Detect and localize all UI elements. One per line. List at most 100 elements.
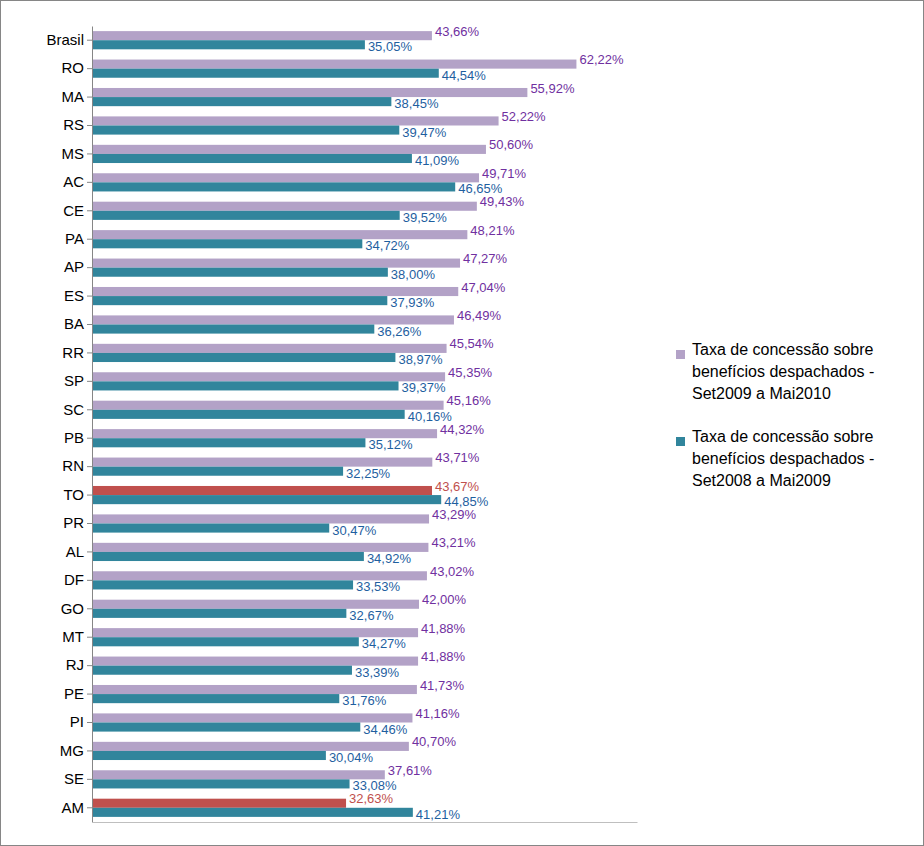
axis-line: [92, 27, 93, 823]
legend-swatch: [676, 437, 685, 446]
bar: [92, 410, 405, 419]
data-label: 41,09%: [415, 153, 460, 168]
bar: [92, 467, 343, 476]
tick-mark: [87, 40, 92, 41]
bar: [92, 230, 467, 239]
series: [92, 31, 576, 808]
bar: [92, 344, 447, 353]
legend: Taxa de concessão sobrebenefícios despac…: [676, 341, 874, 489]
tick-mark: [87, 381, 92, 382]
tick: MT: [62, 628, 92, 645]
data-label: 32,25%: [346, 466, 391, 481]
tick-mark: [87, 580, 92, 581]
data-label: 50,60%: [489, 137, 534, 152]
data-label: 35,05%: [368, 39, 413, 54]
data-label: 45,54%: [450, 336, 495, 351]
tick-label: CE: [63, 202, 84, 219]
data-label: 38,45%: [394, 96, 439, 111]
tick: AM: [62, 799, 93, 816]
data-label: 43,66%: [435, 24, 480, 39]
tick-mark: [87, 153, 92, 154]
data-label: 46,65%: [458, 181, 503, 196]
data-label: 31,76%: [342, 693, 387, 708]
axis-line: [93, 822, 638, 823]
data-label: 41,88%: [421, 649, 466, 664]
legend-item: Taxa de concessão sobrebenefícios despac…: [676, 428, 874, 489]
tick-label: SE: [64, 770, 84, 787]
tick-mark: [87, 750, 92, 751]
tick-label: AP: [64, 258, 84, 275]
tick-label: PB: [64, 429, 84, 446]
data-label: 41,73%: [420, 678, 465, 693]
tick-mark: [87, 68, 92, 69]
bar: [92, 799, 346, 808]
bar: [92, 486, 432, 495]
data-label: 47,27%: [463, 251, 508, 266]
tick-label: PE: [64, 685, 84, 702]
tick: MA: [62, 88, 93, 105]
bar: [92, 154, 412, 163]
data-label: 44,32%: [440, 422, 485, 437]
data-label: 37,61%: [388, 763, 433, 778]
tick-label: DF: [64, 571, 84, 588]
data-label: 39,37%: [402, 380, 447, 395]
bar: [92, 239, 362, 248]
bar: [92, 514, 429, 523]
tick: AP: [64, 258, 92, 275]
tick: DF: [64, 571, 92, 588]
data-label: 33,08%: [353, 778, 398, 793]
tick-mark: [87, 97, 92, 98]
tick: RO: [62, 59, 93, 76]
bar: [92, 751, 326, 760]
bar: [92, 372, 445, 381]
tick-mark: [87, 523, 92, 524]
tick-label: AM: [62, 799, 85, 816]
tick: RS: [63, 116, 92, 133]
chart-frame: [1, 1, 924, 846]
tick-mark: [87, 409, 92, 410]
data-label: 30,04%: [329, 750, 374, 765]
tick: GO: [61, 600, 92, 617]
tick-label: RN: [62, 457, 84, 474]
plot: 43,66%62,22%55,92%52,22%50,60%49,71%49,4…: [46, 24, 637, 823]
tick: PI: [70, 713, 92, 730]
chart: 43,66%62,22%55,92%52,22%50,60%49,71%49,4…: [0, 0, 924, 846]
tick-mark: [87, 267, 92, 268]
bar: [92, 173, 479, 182]
bar: [92, 438, 365, 447]
data-label: 55,92%: [530, 81, 575, 96]
bar: [92, 296, 387, 305]
bar: [92, 268, 388, 277]
bar: [92, 40, 365, 49]
data-label: 42,00%: [422, 592, 467, 607]
data-label: 34,27%: [362, 636, 407, 651]
tick-label: TO: [63, 486, 84, 503]
tick: SP: [64, 372, 92, 389]
tick-label: AL: [66, 543, 84, 560]
tick-mark: [87, 210, 92, 211]
tick-mark: [87, 125, 92, 126]
tick: PR: [63, 514, 92, 531]
tick: MG: [60, 742, 92, 759]
bar: [92, 60, 576, 69]
bar: [92, 808, 413, 817]
data-label: 40,16%: [408, 409, 453, 424]
bar: [92, 637, 359, 646]
tick-label: Brasil: [46, 31, 84, 48]
data-label: 48,21%: [470, 223, 515, 238]
tick-mark: [87, 608, 92, 609]
bar: [92, 779, 350, 788]
tick-mark: [87, 779, 92, 780]
data-label: 47,04%: [461, 280, 506, 295]
data-label: 43,67%: [435, 479, 480, 494]
data-labels: 43,66%62,22%55,92%52,22%50,60%49,71%49,4…: [329, 24, 624, 822]
legend-item: Taxa de concessão sobrebenefícios despac…: [676, 341, 874, 402]
tick: RN: [62, 457, 92, 474]
legend-swatch: [676, 350, 685, 359]
data-label: 62,22%: [579, 52, 624, 67]
tick-label: SP: [64, 372, 84, 389]
data-label: 43,71%: [435, 450, 480, 465]
y-axis: BrasilROMARSMSACCEPAAPESBARRSPSCPBRNTOPR…: [46, 27, 92, 823]
tick-label: RR: [62, 344, 84, 361]
bar: [92, 126, 399, 135]
